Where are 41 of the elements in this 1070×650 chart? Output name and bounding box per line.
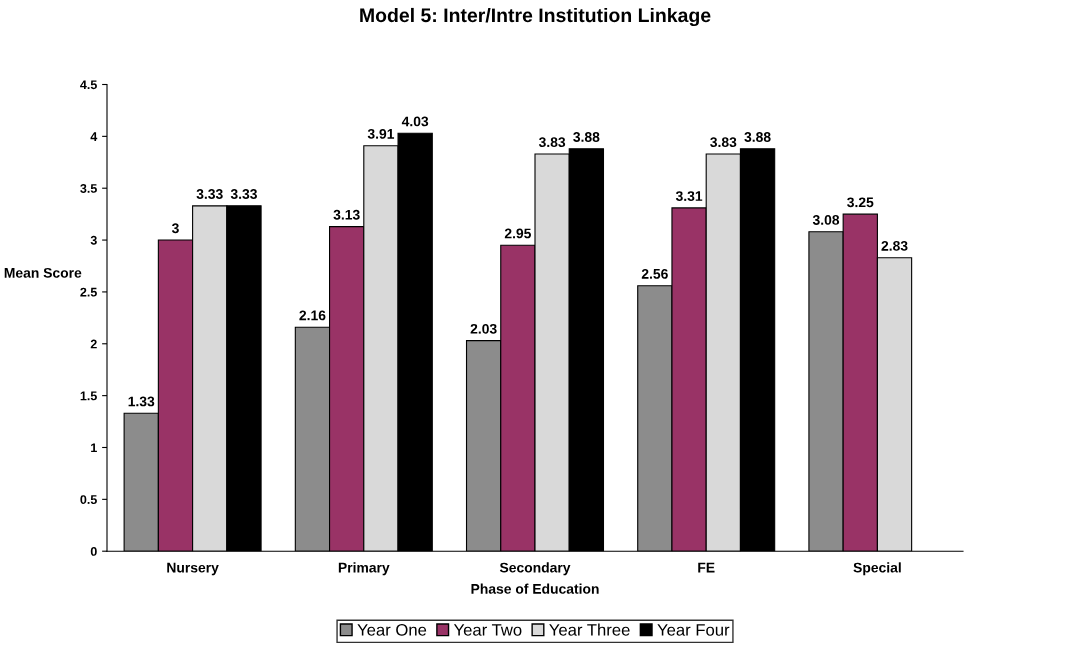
data-label: 3.31 (675, 191, 703, 202)
y-tick-label: 2.5 (80, 287, 97, 297)
x-tick-label: Primary (338, 562, 390, 576)
x-tick-label: Special (853, 562, 901, 576)
legend-label: Year One (357, 623, 427, 636)
data-label: 3.88 (573, 132, 600, 142)
data-label: 3.13 (333, 209, 360, 220)
y-tick-label: 0.5 (80, 495, 97, 504)
data-label: 2.95 (504, 228, 532, 239)
y-axis-title: Mean Score (4, 267, 82, 278)
data-label: 3.33 (196, 189, 223, 199)
y-tick-label: 1.5 (80, 391, 97, 401)
y-tick-label: 3 (90, 235, 97, 245)
data-label: 3.88 (744, 132, 771, 142)
data-label: 4.03 (401, 116, 429, 127)
data-label: 2.16 (299, 310, 326, 321)
y-tick-label: 0 (90, 547, 97, 556)
y-tick-label: 4.5 (80, 80, 97, 90)
data-label: 2.56 (641, 268, 668, 279)
y-tick-label: 4 (90, 132, 98, 141)
data-label: 2.03 (470, 323, 497, 334)
data-label: 3.83 (538, 137, 566, 148)
x-tick-label: Nursery (167, 562, 219, 576)
data-label: 3.91 (367, 128, 395, 139)
legend-label: Year Four (657, 624, 730, 636)
chart-title: Model 5: Inter/Intre Institution Linkage (360, 7, 711, 27)
legend-label: Year Two (453, 624, 522, 636)
y-tick-label: 1 (91, 443, 97, 453)
data-label: 3 (171, 223, 179, 234)
data-label: 1.33 (128, 396, 155, 407)
data-label: 3.25 (847, 197, 874, 208)
legend-label: Year Three (549, 623, 630, 636)
data-label: 3.08 (812, 215, 840, 225)
x-axis-title: Phase of Education (471, 583, 599, 594)
y-tick-label: 3.5 (80, 184, 97, 193)
data-label: 3.33 (230, 189, 257, 199)
data-label: 3.83 (710, 137, 737, 148)
data-label: 2.83 (881, 240, 908, 251)
x-tick-label: Secondary (499, 562, 571, 576)
x-tick-label: FE (698, 562, 715, 573)
y-tick-label: 2 (90, 339, 97, 349)
